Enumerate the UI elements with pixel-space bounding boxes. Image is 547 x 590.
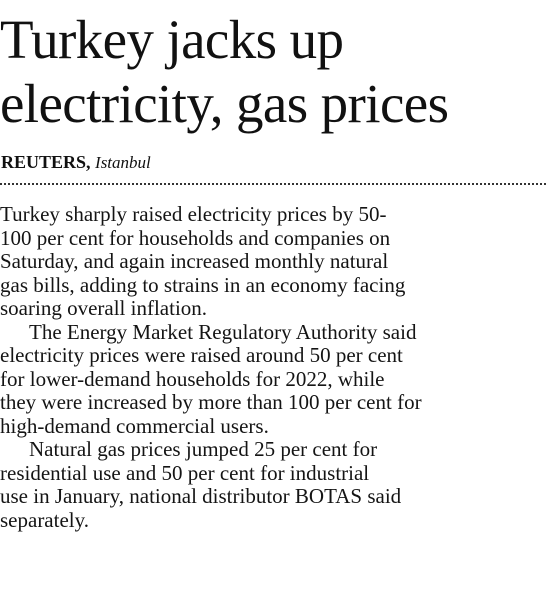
text-line: electricity prices were raised around 50… (0, 343, 403, 367)
text-line: soaring overall inflation. (0, 296, 208, 320)
text-line: The Energy Market Regulatory Authority s… (29, 319, 417, 344)
byline: REUTERS, Istanbul (1, 151, 151, 174)
paragraph: The Energy Market Regulatory Authority s… (0, 319, 547, 439)
text-line: Natural gas prices jumped 25 per cent fo… (29, 437, 378, 461)
byline-place: Istanbul (95, 153, 151, 172)
text-line: use in January, national distributor BOT… (0, 484, 402, 508)
text-line: residential use and 50 per cent for indu… (0, 460, 370, 485)
headline-line: Turkey jacks up (0, 9, 344, 70)
text-line: for lower-demand households for 2022, wh… (0, 366, 385, 391)
text-line: Turkey sharply raised electricity prices… (0, 202, 387, 226)
text-line: high-demand commercial users. (0, 413, 269, 438)
paragraph: Natural gas prices jumped 25 per cent fo… (0, 437, 547, 532)
byline-agency: REUTERS, (1, 152, 91, 172)
text-line: separately. (0, 507, 90, 532)
headline: Turkey jacks up electricity, gas prices (0, 8, 545, 136)
dotted-divider (0, 183, 546, 185)
article-body: Turkey sharply raised electricity prices… (0, 202, 547, 532)
text-line: gas bills, adding to strains in an econo… (0, 272, 406, 297)
headline-line: electricity, gas prices (0, 73, 449, 134)
text-line: Saturday, and again increased monthly na… (0, 249, 389, 273)
text-line: they were increased by more than 100 per… (0, 390, 422, 414)
paragraph: Turkey sharply raised electricity prices… (0, 202, 547, 321)
text-line: 100 per cent for households and companie… (0, 225, 391, 250)
